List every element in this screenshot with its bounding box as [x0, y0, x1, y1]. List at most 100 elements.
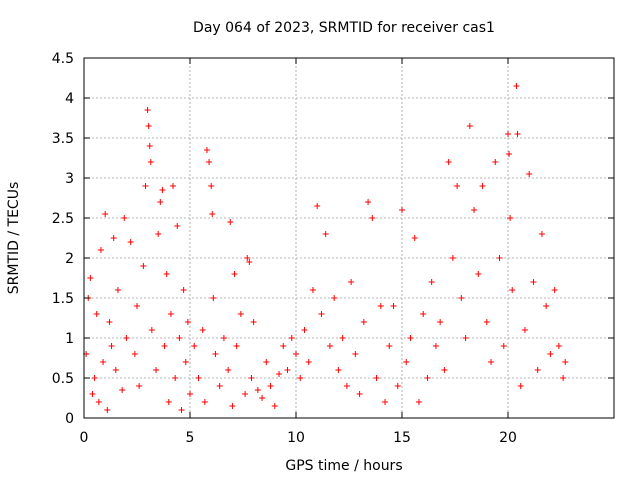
data-point: [530, 279, 537, 285]
data-point: [153, 367, 160, 373]
data-point: [254, 387, 261, 393]
data-point: [399, 207, 405, 213]
data-point: [210, 295, 217, 301]
data-point: [526, 171, 533, 177]
data-point: [131, 351, 138, 357]
data-point: [390, 303, 397, 309]
data-point: [297, 375, 304, 381]
data-point: [449, 255, 456, 261]
data-point: [271, 403, 278, 409]
data-point: [555, 343, 562, 349]
data-point: [170, 183, 177, 189]
data-point: [356, 391, 363, 397]
data-point: [505, 131, 511, 137]
data-point: [420, 311, 427, 317]
data-point: [479, 183, 486, 189]
data-point: [492, 159, 499, 165]
data-point: [225, 367, 232, 373]
data-point: [517, 383, 524, 389]
data-point: [534, 367, 541, 373]
data-point: [276, 371, 283, 377]
data-point: [288, 335, 295, 341]
data-point: [500, 343, 507, 349]
data-point: [244, 255, 251, 261]
data-point: [280, 343, 287, 349]
data-point: [106, 319, 113, 325]
data-point: [547, 351, 554, 357]
data-point: [212, 351, 219, 357]
y-axis-label: SRMTID / TECUs: [6, 182, 22, 295]
data-point: [102, 211, 109, 217]
data-point: [142, 183, 149, 189]
y-tick-label: 0: [65, 411, 74, 427]
data-point: [424, 375, 431, 381]
data-point: [454, 183, 461, 189]
data-point: [250, 319, 257, 325]
data-point: [123, 335, 130, 341]
data-point: [377, 303, 384, 309]
data-point: [112, 367, 119, 373]
data-point: [100, 359, 107, 365]
x-tick-labels: 0 5 10 15 20: [80, 430, 517, 446]
data-point: [95, 399, 102, 405]
data-point: [206, 159, 213, 165]
data-point: [301, 327, 308, 333]
data-point: [176, 335, 183, 341]
data-point: [220, 335, 227, 341]
data-point: [119, 387, 126, 393]
data-point: [521, 327, 528, 333]
data-point: [369, 215, 376, 221]
data-point: [165, 399, 172, 405]
data-point: [441, 367, 448, 373]
data-point: [335, 367, 342, 373]
data-point: [110, 235, 117, 241]
data-point: [284, 367, 291, 373]
data-point: [543, 303, 550, 309]
data-point: [373, 375, 380, 381]
data-point: [309, 287, 316, 293]
data-point: [136, 383, 143, 389]
data-point: [314, 203, 321, 209]
data-point: [514, 131, 521, 137]
y-tick-label: 4.5: [52, 51, 74, 67]
plot-frame: [83, 57, 615, 419]
x-tick-label: 0: [80, 430, 89, 446]
data-point: [259, 395, 266, 401]
data-point: [140, 263, 147, 269]
data-point: [411, 235, 418, 241]
y-tick-label: 4: [65, 91, 74, 107]
data-point: [403, 359, 410, 365]
data-point: [134, 303, 140, 309]
data-point: [246, 259, 253, 265]
data-point: [466, 123, 473, 129]
data-point: [538, 231, 545, 237]
data-point: [560, 375, 567, 381]
data-point: [191, 343, 198, 349]
data-point: [180, 287, 187, 293]
data-point: [293, 351, 299, 357]
data-point: [242, 391, 249, 397]
data-point: [462, 335, 469, 341]
data-point: [318, 311, 325, 317]
data-point: [437, 319, 444, 325]
data-point: [231, 271, 238, 277]
data-points: [83, 83, 569, 413]
x-tick-label: 15: [393, 430, 411, 446]
data-point: [445, 159, 452, 165]
data-point: [227, 219, 234, 225]
data-point: [326, 343, 333, 349]
data-point: [167, 311, 174, 317]
data-point: [352, 351, 359, 357]
y-tick-label: 0.5: [52, 371, 74, 387]
data-point: [121, 215, 128, 221]
data-point: [509, 287, 516, 293]
data-point: [339, 335, 346, 341]
data-point: [145, 123, 152, 129]
data-point: [184, 319, 191, 325]
data-point: [195, 375, 202, 381]
data-point: [496, 255, 503, 261]
data-point: [458, 295, 465, 301]
x-tick-label: 5: [186, 430, 195, 446]
data-point: [263, 359, 270, 365]
data-point: [159, 187, 166, 193]
